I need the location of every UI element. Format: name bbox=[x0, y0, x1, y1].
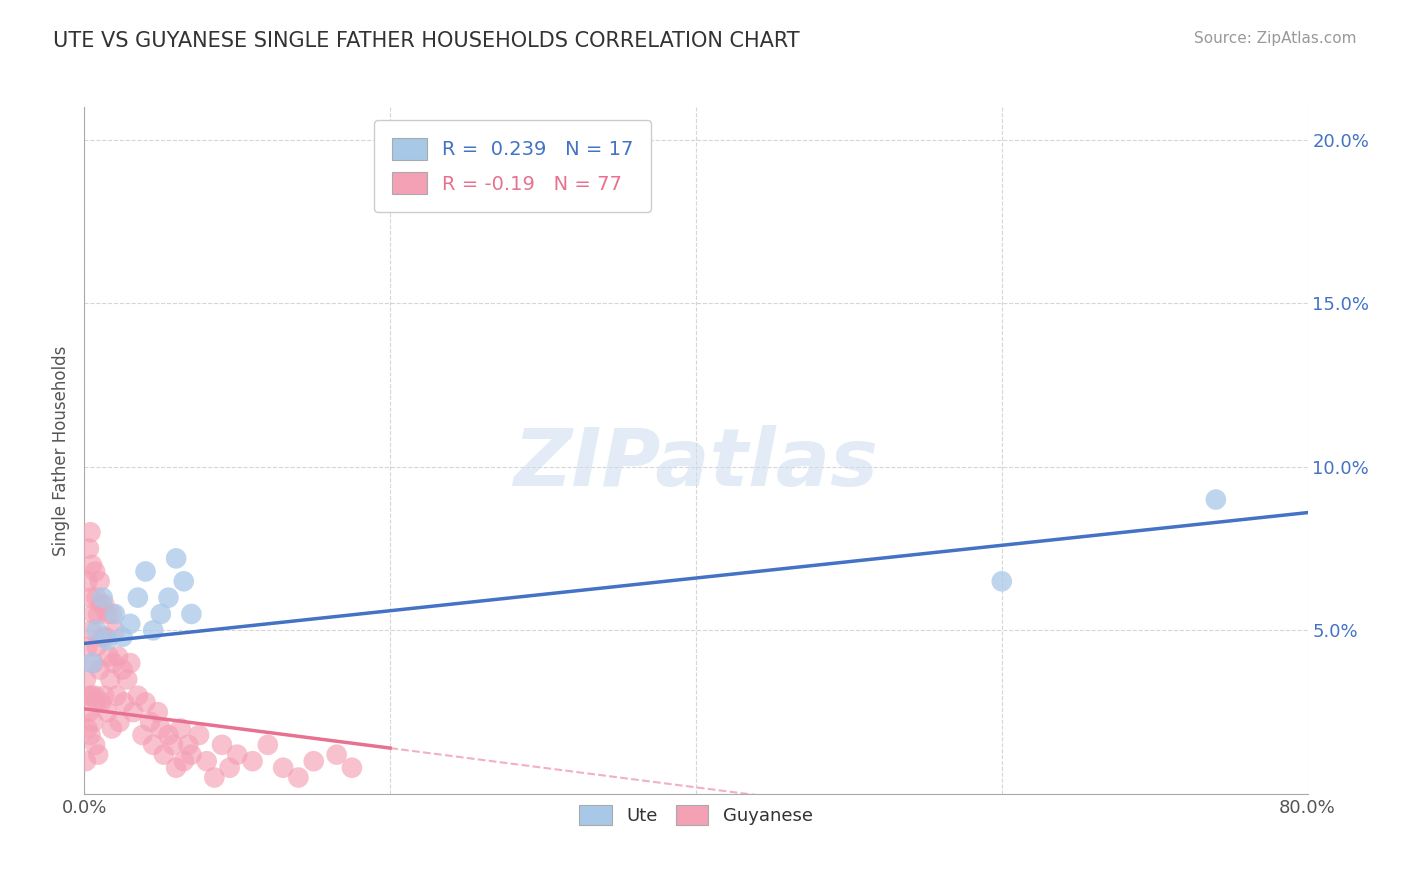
Point bbox=[1205, 492, 1227, 507]
Point bbox=[120, 656, 142, 670]
Point bbox=[257, 738, 280, 752]
Point bbox=[153, 747, 176, 762]
Point bbox=[76, 640, 98, 654]
Point bbox=[96, 607, 118, 621]
Point bbox=[287, 771, 309, 785]
Point bbox=[135, 565, 157, 579]
Point bbox=[115, 673, 138, 687]
Point bbox=[180, 607, 202, 621]
Point bbox=[79, 728, 101, 742]
Point bbox=[195, 754, 218, 768]
Point bbox=[211, 738, 233, 752]
Point bbox=[75, 673, 97, 687]
Point bbox=[173, 754, 195, 768]
Point bbox=[86, 591, 108, 605]
Point bbox=[79, 591, 101, 605]
Point bbox=[127, 591, 149, 605]
Point bbox=[142, 624, 165, 638]
Point bbox=[139, 714, 162, 729]
Point bbox=[157, 728, 180, 742]
Text: UTE VS GUYANESE SINGLE FATHER HOUSEHOLDS CORRELATION CHART: UTE VS GUYANESE SINGLE FATHER HOUSEHOLDS… bbox=[53, 31, 800, 51]
Point bbox=[177, 738, 200, 752]
Point bbox=[149, 722, 172, 736]
Point bbox=[93, 597, 115, 611]
Point bbox=[108, 714, 131, 729]
Point bbox=[90, 695, 112, 709]
Point bbox=[149, 607, 172, 621]
Text: Source: ZipAtlas.com: Source: ZipAtlas.com bbox=[1194, 31, 1357, 46]
Point bbox=[97, 649, 120, 664]
Point bbox=[86, 640, 108, 654]
Point bbox=[142, 738, 165, 752]
Point bbox=[101, 722, 124, 736]
Point bbox=[83, 714, 105, 729]
Point bbox=[120, 616, 142, 631]
Point bbox=[77, 541, 100, 556]
Point bbox=[103, 656, 125, 670]
Point bbox=[107, 649, 129, 664]
Point bbox=[77, 689, 100, 703]
Point bbox=[84, 738, 107, 752]
Point bbox=[127, 689, 149, 703]
Point bbox=[226, 747, 249, 762]
Text: ZIPatlas: ZIPatlas bbox=[513, 425, 879, 503]
Point bbox=[302, 754, 325, 768]
Point bbox=[340, 761, 363, 775]
Point bbox=[242, 754, 264, 768]
Point bbox=[80, 558, 103, 572]
Point bbox=[76, 722, 98, 736]
Point bbox=[91, 630, 114, 644]
Point bbox=[104, 624, 127, 638]
Point bbox=[991, 574, 1014, 589]
Point bbox=[131, 728, 153, 742]
Point bbox=[98, 673, 121, 687]
Point bbox=[86, 695, 108, 709]
Point bbox=[104, 607, 127, 621]
Point bbox=[83, 607, 105, 621]
Point bbox=[202, 771, 225, 785]
Point bbox=[122, 705, 145, 719]
Point bbox=[135, 695, 157, 709]
Point bbox=[325, 747, 347, 762]
Point bbox=[93, 689, 115, 703]
Point bbox=[87, 607, 110, 621]
Point bbox=[170, 722, 193, 736]
Point bbox=[90, 597, 112, 611]
Point bbox=[101, 607, 124, 621]
Point bbox=[173, 574, 195, 589]
Point bbox=[146, 705, 169, 719]
Point bbox=[84, 565, 107, 579]
Point bbox=[86, 624, 108, 638]
Point bbox=[80, 656, 103, 670]
Point bbox=[162, 738, 184, 752]
Point bbox=[84, 689, 107, 703]
Point bbox=[96, 705, 118, 719]
Point bbox=[105, 689, 128, 703]
Point bbox=[80, 624, 103, 638]
Point bbox=[165, 761, 187, 775]
Point bbox=[83, 656, 105, 670]
Point bbox=[218, 761, 240, 775]
Point bbox=[75, 754, 97, 768]
Legend: Ute, Guyanese: Ute, Guyanese bbox=[565, 790, 827, 839]
Point bbox=[79, 525, 101, 540]
Point bbox=[89, 663, 111, 677]
Point bbox=[188, 728, 211, 742]
Y-axis label: Single Father Households: Single Father Households bbox=[52, 345, 70, 556]
Point bbox=[80, 689, 103, 703]
Point bbox=[111, 630, 134, 644]
Point bbox=[96, 633, 118, 648]
Point bbox=[157, 591, 180, 605]
Point bbox=[87, 747, 110, 762]
Point bbox=[180, 747, 202, 762]
Point bbox=[112, 695, 135, 709]
Point bbox=[89, 574, 111, 589]
Point bbox=[94, 630, 117, 644]
Point bbox=[76, 574, 98, 589]
Point bbox=[77, 705, 100, 719]
Point bbox=[91, 591, 114, 605]
Point bbox=[111, 663, 134, 677]
Point bbox=[271, 761, 294, 775]
Point bbox=[165, 551, 187, 566]
